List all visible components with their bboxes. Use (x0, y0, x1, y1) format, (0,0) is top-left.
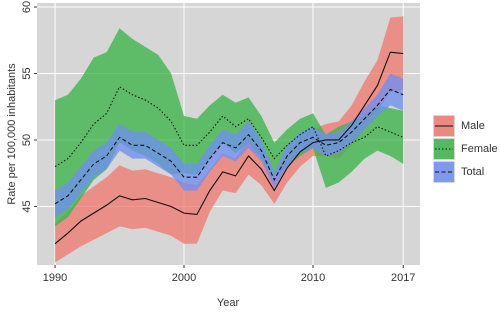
series-line (54, 88, 404, 205)
x-tick-label: 2010 (301, 272, 325, 284)
confidence-band (55, 16, 404, 263)
y-tick-label: 50 (21, 134, 33, 146)
x-tick-label: 1990 (43, 272, 67, 284)
y-axis-title: Rate per 100,000 inhabitants (6, 63, 18, 205)
y-tick-label: 45 (21, 200, 33, 212)
y-tick-label: 60 (21, 1, 33, 13)
legend-label: Male (461, 120, 485, 132)
legend-label: Female (461, 143, 498, 155)
legend-label: Total (461, 166, 484, 178)
legend-key (434, 139, 454, 159)
confidence-band (55, 28, 404, 227)
y-tick-label: 55 (21, 67, 33, 79)
x-tick-label: 2000 (172, 272, 196, 284)
x-tick-label: 2017 (391, 272, 415, 284)
series-line (54, 51, 404, 245)
x-axis-title: Year (217, 297, 240, 309)
